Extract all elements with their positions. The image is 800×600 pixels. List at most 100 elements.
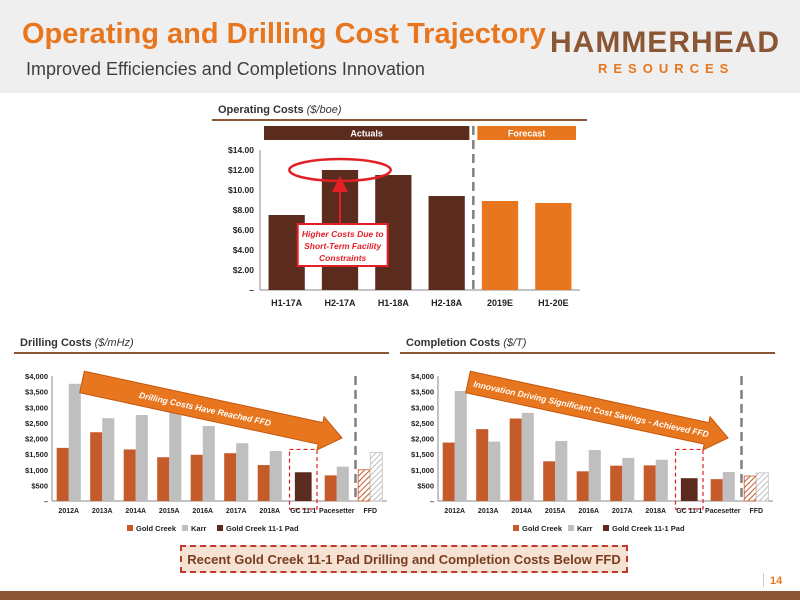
forecast-header-label: Forecast [508, 129, 546, 139]
comp-trend-arrow-label: Innovation Driving Significant Cost Savi… [472, 379, 709, 439]
opcost-bar [428, 196, 465, 290]
opcost-xtick-label: H1-17A [271, 298, 303, 308]
page-title: Operating and Drilling Cost Trajectory [22, 18, 546, 50]
comp-trend-arrow-shape [465, 370, 729, 451]
drill-legend-label: Gold Creek 11-1 Pad [226, 524, 299, 533]
comp-goldcreek-bar [442, 442, 455, 501]
comp-label-text: Completion Costs [406, 337, 501, 349]
drill-ytick-label: $500 [31, 481, 48, 490]
comp-ytick-label: $3,500 [411, 388, 434, 397]
completion-cost-chart: – $500 $1,000 $1,500 $2,000 $2,500 $3,000 $3,50… [411, 370, 773, 533]
comp-goldcreek-bar [743, 475, 757, 502]
drill-label-unit: ($/mHz) [94, 337, 134, 349]
opcost-xtick-label: 2019E [487, 298, 513, 308]
operating-cost-chart: Actuals Forecast – $2.00 $4.00 $6.00 $8.00 $10.… [228, 126, 580, 308]
comp-legend-swatch [603, 525, 609, 531]
comp-legend-swatch [568, 525, 574, 531]
comp-goldcreek-bar [543, 461, 556, 501]
drill-xtick-label: 2018A [259, 508, 280, 515]
summary-callout: Recent Gold Creek 11-1 Pad Drilling and … [180, 545, 628, 573]
comp-xtick-label: FFD [749, 508, 763, 515]
comp-goldcreek-bar [509, 418, 522, 501]
drill-karr-bar [269, 451, 282, 501]
comp-karr-bar [521, 412, 534, 501]
drill-goldcreek-bar [190, 454, 203, 501]
drill-xtick-label: GC 11-1 [290, 508, 316, 515]
drill-karr-bar [135, 415, 148, 501]
drill-ytick-label: $2,500 [25, 419, 48, 428]
comp-karr-bar [755, 472, 769, 502]
drill-legend-label: Gold Creek [136, 524, 177, 533]
header-band [0, 0, 800, 93]
opcost-bar [535, 203, 572, 290]
comp-label-unit: ($/T) [503, 337, 527, 349]
comp-xtick-label: 2012A [444, 508, 465, 515]
opcost-ytick-label: $4.00 [233, 245, 255, 255]
comp-legend-swatch [513, 525, 519, 531]
comp-karr-bar [454, 391, 467, 501]
drill-trend-arrow-shape [79, 370, 343, 451]
comp-karr-bar [555, 441, 568, 501]
annotation-box [296, 223, 389, 267]
logo-wordmark: HAMMERHEAD [550, 26, 780, 59]
drill-karr-bar [336, 466, 349, 501]
comp-ytick-label: $2,500 [411, 419, 434, 428]
actuals-header-label: Actuals [350, 129, 383, 139]
comp-pad-highlight [674, 448, 704, 510]
comp-goldcreek-bar [610, 465, 623, 501]
drill-karr-bar [236, 443, 249, 501]
page-number-divider [763, 573, 764, 587]
drill-goldcreek-bar [56, 447, 69, 501]
drill-xtick-label: 2017A [226, 508, 247, 515]
drill-xtick-label: Pacesetter [319, 508, 355, 515]
opcost-label-text: Operating Costs [218, 104, 304, 116]
drill-goldcreek-bar [90, 432, 103, 501]
opcost-ytick-label: $6.00 [233, 225, 255, 235]
opcost-bar [481, 201, 519, 290]
annotation-text: Higher Costs Due to [302, 229, 384, 239]
comp-xtick-label: 2015A [545, 508, 566, 515]
drill-ytick-label: – [44, 497, 48, 506]
actuals-header [264, 126, 470, 140]
annotation-text: Short-Term Facility [304, 241, 382, 251]
comp-legend-label: Gold Creek [522, 524, 563, 533]
comp-goldcreek-bar [576, 471, 589, 501]
opcost-ytick-label: $2.00 [233, 265, 255, 275]
opcost-ytick-label: $12.00 [228, 165, 254, 175]
drill-legend-label: Karr [191, 524, 207, 533]
comp-karr-bar [622, 457, 635, 501]
drill-goldcreek-bar [123, 449, 136, 501]
opcost-ytick-label: – [249, 285, 254, 295]
opcost-section-rule [212, 119, 587, 121]
comp-xtick-label: Pacesetter [705, 508, 741, 515]
drill-xtick-label: 2014A [125, 508, 146, 515]
drill-karr-bar [369, 452, 383, 502]
drill-karr-bar [169, 411, 182, 501]
comp-xtick-label: 2018A [645, 508, 666, 515]
comp-karr-bar [722, 471, 735, 501]
comp-ytick-label: $500 [417, 481, 434, 490]
drill-karr-bar [202, 426, 215, 501]
comp-xtick-label: 2013A [478, 508, 499, 515]
drill-xtick-label: 2013A [92, 508, 113, 515]
drill-ytick-label: $4,000 [25, 372, 48, 381]
opcost-xtick-label: H2-17A [324, 298, 356, 308]
comp-ytick-label: $4,000 [411, 372, 434, 381]
comp-ytick-label: – [430, 497, 434, 506]
drill-ytick-label: $1,000 [25, 466, 48, 475]
drill-goldcreek-bar [257, 465, 270, 501]
drill-section-rule [14, 352, 389, 354]
comp-karr-bar [488, 441, 501, 501]
logo-tagline: RESOURCES [598, 61, 735, 76]
opcost-label-unit: ($/boe) [306, 104, 342, 116]
drill-legend-swatch [217, 525, 223, 531]
comp-xtick-label: 2016A [578, 508, 599, 515]
drill-goldcreek-bar [324, 475, 337, 501]
page-subtitle: Improved Efficiencies and Completions In… [26, 59, 425, 79]
comp-karr-bar [588, 450, 601, 501]
comp-legend-label: Karr [577, 524, 593, 533]
comp-section-rule [400, 352, 775, 354]
opcost-ytick-label: $8.00 [233, 205, 255, 215]
drilling-cost-chart: – $500 $1,000 $1,500 $2,000 $2,500 $3,000 $3,50… [25, 370, 387, 533]
drill-pad-bar [294, 472, 312, 501]
